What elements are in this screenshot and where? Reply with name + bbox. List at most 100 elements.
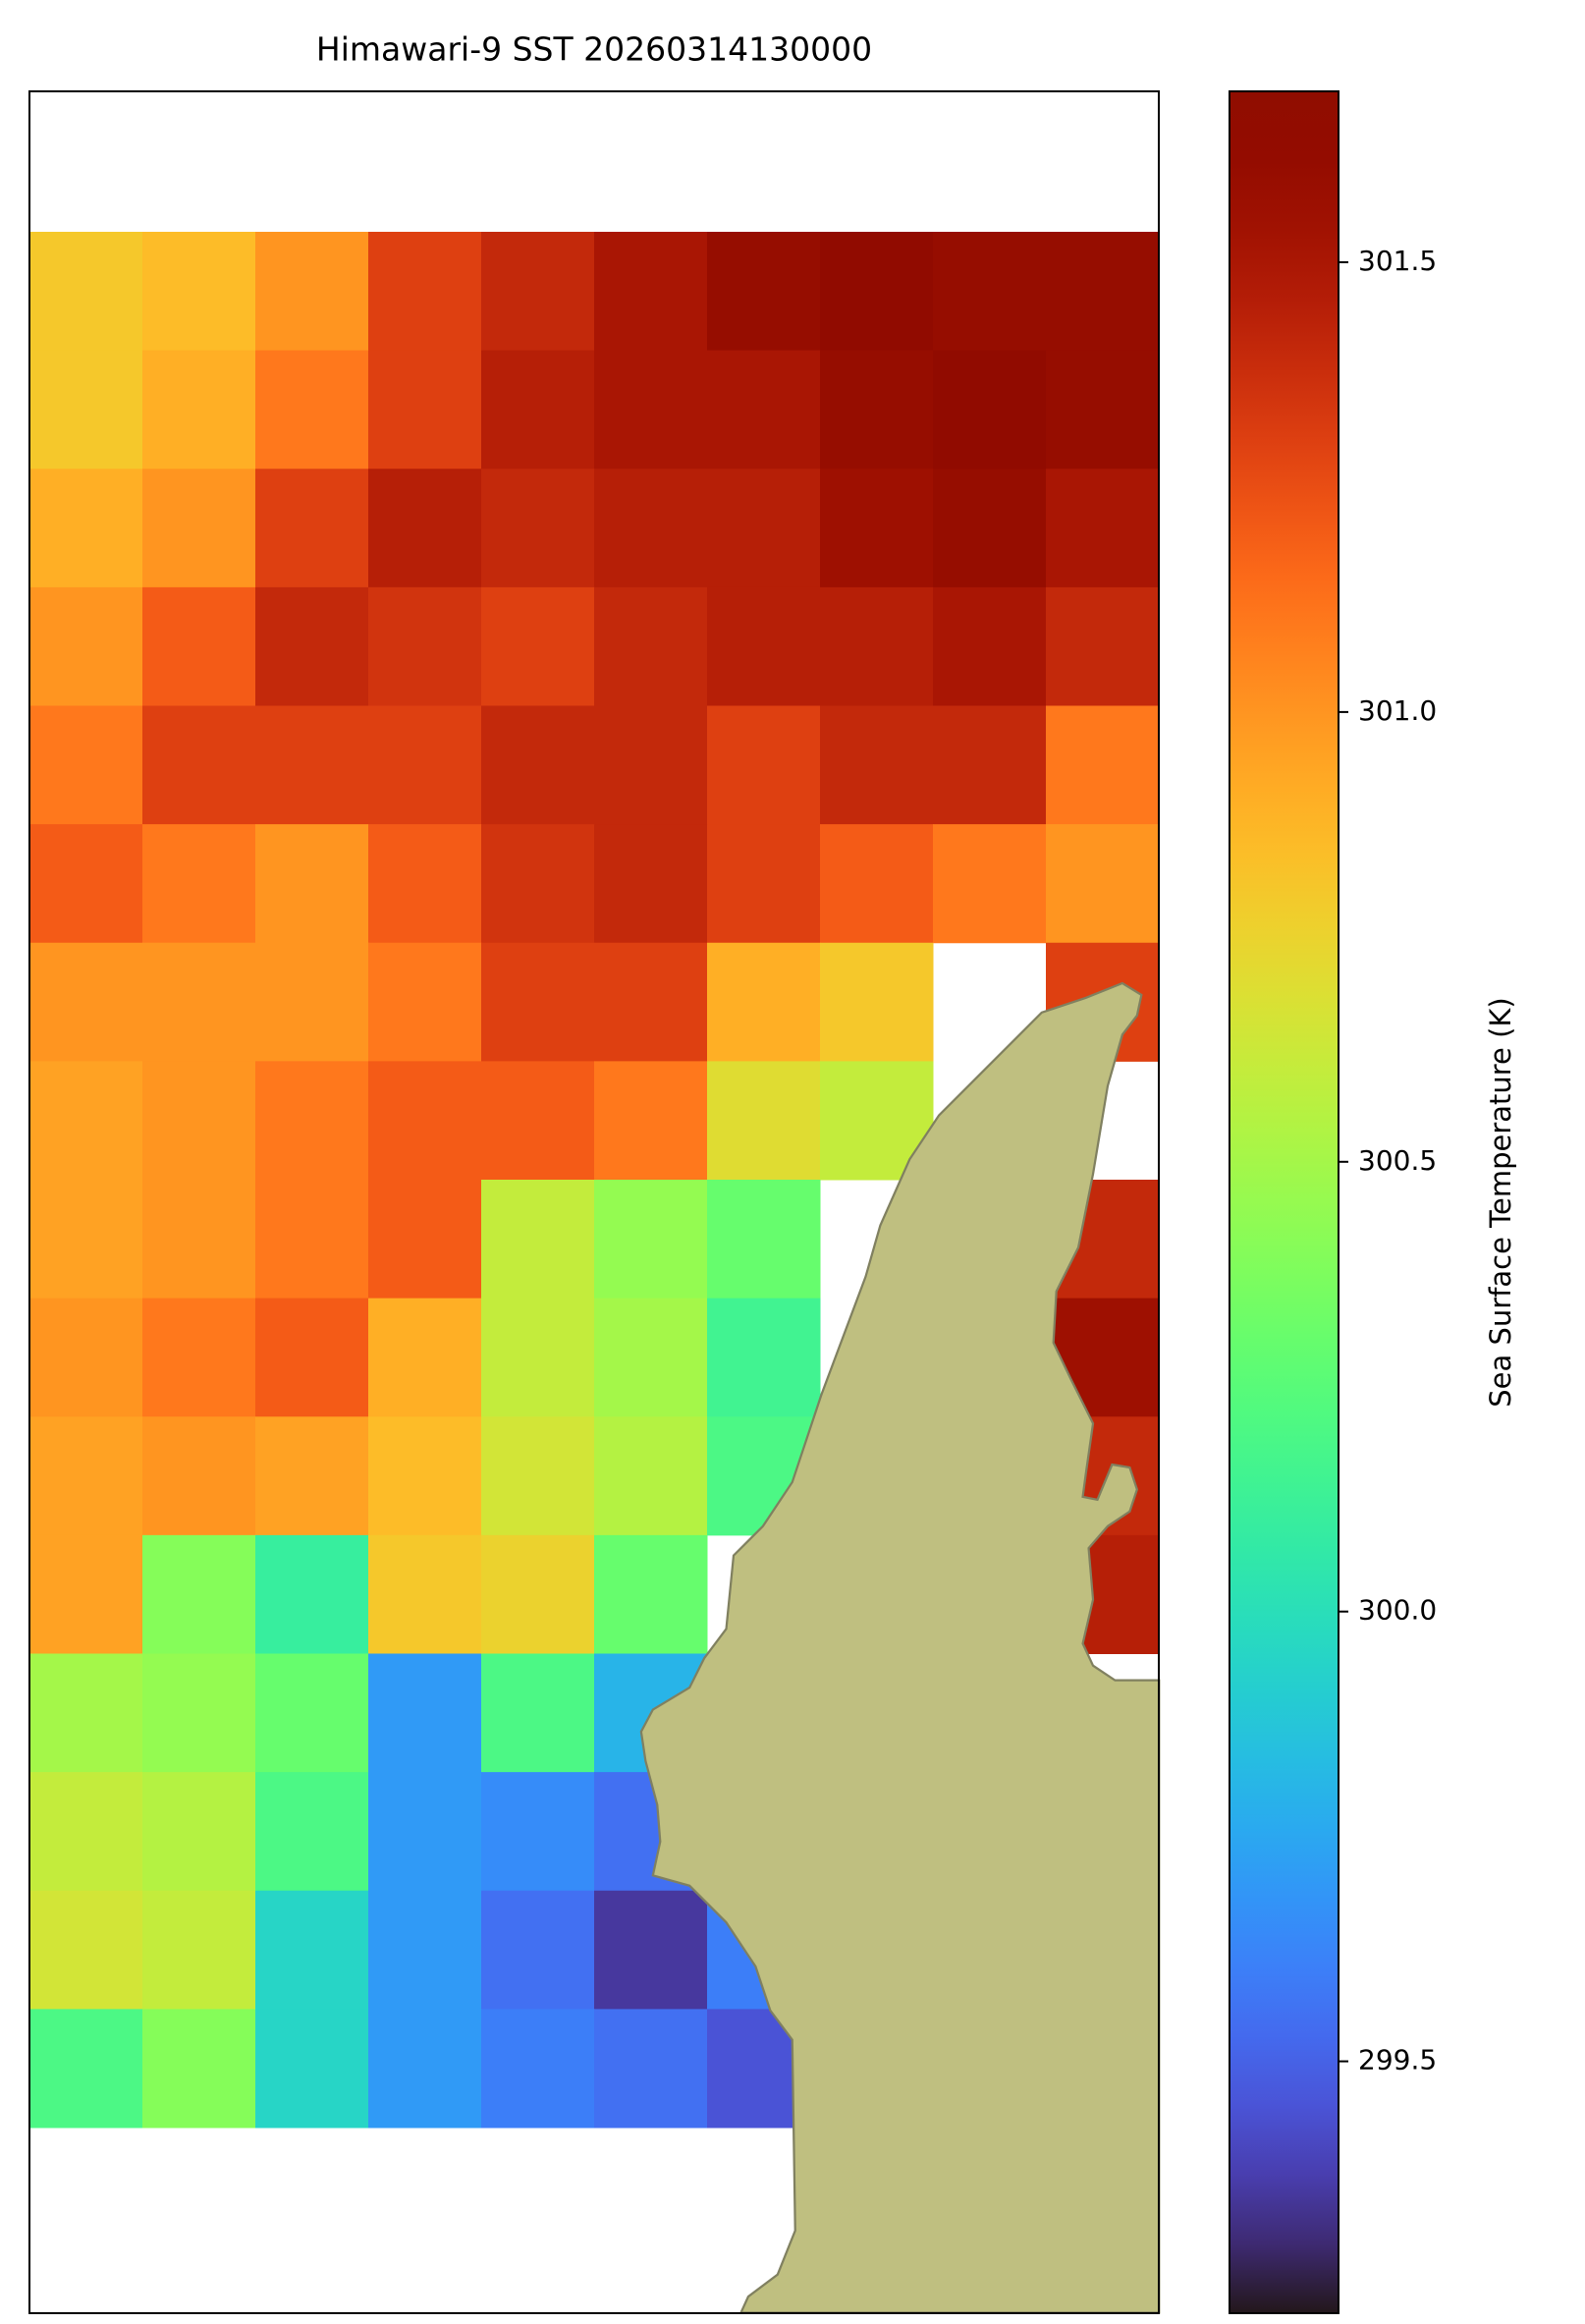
heatmap-cell	[368, 1890, 482, 2010]
heatmap-cell	[820, 824, 934, 944]
heatmap-cell	[594, 1298, 708, 1417]
heatmap-cell	[820, 469, 934, 588]
heatmap-cell	[368, 350, 482, 470]
colorbar-tick-label: 301.0	[1358, 694, 1437, 727]
heatmap-cell	[368, 705, 482, 825]
heatmap-cell	[368, 586, 482, 706]
land	[639, 981, 1161, 2314]
land-layer	[639, 981, 1161, 2314]
heatmap-cell	[933, 586, 1047, 706]
heatmap-cell	[594, 586, 708, 706]
heatmap-cell	[29, 1416, 143, 1536]
heatmap-cell	[29, 586, 143, 706]
heatmap-cell	[29, 1180, 143, 1300]
heatmap-cell	[255, 1061, 369, 1181]
heatmap-cell	[707, 1298, 821, 1417]
heatmap-cell	[368, 2009, 482, 2129]
heatmap-cell	[707, 705, 821, 825]
heatmap-cell	[481, 705, 595, 825]
heatmap-cell	[29, 2009, 143, 2129]
heatmap-cell	[481, 350, 595, 470]
heatmap-cell	[29, 469, 143, 588]
heatmap-cell	[594, 824, 708, 944]
heatmap-cell	[594, 1416, 708, 1536]
heatmap-cell	[594, 2009, 708, 2129]
heatmap-cell	[368, 1298, 482, 1417]
heatmap-cell	[481, 1061, 595, 1181]
heatmap-cell	[820, 350, 934, 470]
heatmap-cell	[481, 824, 595, 944]
heatmap-cell	[707, 350, 821, 470]
heatmap-cell	[1046, 586, 1160, 706]
heatmap-cell	[29, 1298, 143, 1417]
heatmap-cell	[1046, 232, 1160, 352]
heatmap-cell	[255, 942, 369, 1062]
colorbar-tick-label: 299.5	[1358, 2044, 1437, 2076]
heatmap-cell	[29, 1890, 143, 2010]
heatmap-cell	[594, 705, 708, 825]
colorbar-tick-label: 301.5	[1358, 245, 1437, 277]
heatmap-cell	[481, 1890, 595, 2010]
heatmap-cell	[481, 1653, 595, 1773]
heatmap-cell	[142, 232, 256, 352]
heatmap-cell	[481, 1298, 595, 1417]
heatmap-cell	[594, 232, 708, 352]
heatmap-cell	[594, 1061, 708, 1181]
heatmap-cell	[933, 232, 1047, 352]
heatmap-cell	[481, 1180, 595, 1300]
heatmap-cell	[933, 705, 1047, 825]
heatmap-cell	[368, 1534, 482, 1654]
heatmap-cell	[255, 1890, 369, 2010]
heatmap-cell	[1046, 469, 1160, 588]
heatmap-cell	[368, 942, 482, 1062]
heatmap-cell	[142, 586, 256, 706]
heatmap-cell	[255, 1772, 369, 1892]
heatmap-cell	[368, 1061, 482, 1181]
heatmap-cell	[142, 1534, 256, 1654]
heatmap-cell	[255, 705, 369, 825]
heatmap-cell	[255, 232, 369, 352]
heatmap-cell	[933, 469, 1047, 588]
heatmap-cell	[142, 1772, 256, 1892]
heatmap-cell	[142, 1298, 256, 1417]
heatmap-cell	[142, 1653, 256, 1773]
heatmap-cell	[142, 2009, 256, 2129]
colorbar-tick-label: 300.0	[1358, 1594, 1437, 1627]
heatmap-cell	[707, 1061, 821, 1181]
heatmap-cell	[29, 350, 143, 470]
chart-title: Himawari-9 SST 20260314130000	[316, 30, 872, 69]
heatmap-cell	[594, 1890, 708, 2010]
heatmap-cell	[368, 1772, 482, 1892]
heatmap-cell	[255, 1534, 369, 1654]
heatmap-cell	[933, 824, 1047, 944]
heatmap-cell	[707, 586, 821, 706]
colorbar	[1229, 90, 1339, 2314]
heatmap-cell	[1046, 705, 1160, 825]
heatmap-cell	[142, 705, 256, 825]
heatmap-cell	[594, 469, 708, 588]
heatmap-cell	[255, 1653, 369, 1773]
colorbar-label: Sea Surface Temperature (K)	[1484, 997, 1517, 1408]
heatmap-cell	[142, 824, 256, 944]
heatmap-cell	[255, 350, 369, 470]
heatmap-cell	[142, 1180, 256, 1300]
heatmap-cell	[142, 1416, 256, 1536]
heatmap-cell	[29, 705, 143, 825]
heatmap-cell	[142, 469, 256, 588]
heatmap-cell	[481, 2009, 595, 2129]
heatmap-cell	[29, 1534, 143, 1654]
heatmap-cell	[29, 1061, 143, 1181]
heatmap-cell	[255, 824, 369, 944]
heatmap-cell	[142, 350, 256, 470]
heatmap-cell	[481, 232, 595, 352]
heatmap-cell	[368, 824, 482, 944]
heatmap-cell	[481, 942, 595, 1062]
heatmap-cell	[29, 1653, 143, 1773]
heatmap-cell	[255, 469, 369, 588]
heatmap-cell	[368, 1416, 482, 1536]
heatmap-cell	[933, 350, 1047, 470]
heatmap-cell	[594, 1534, 708, 1654]
heatmap-cell	[1046, 350, 1160, 470]
